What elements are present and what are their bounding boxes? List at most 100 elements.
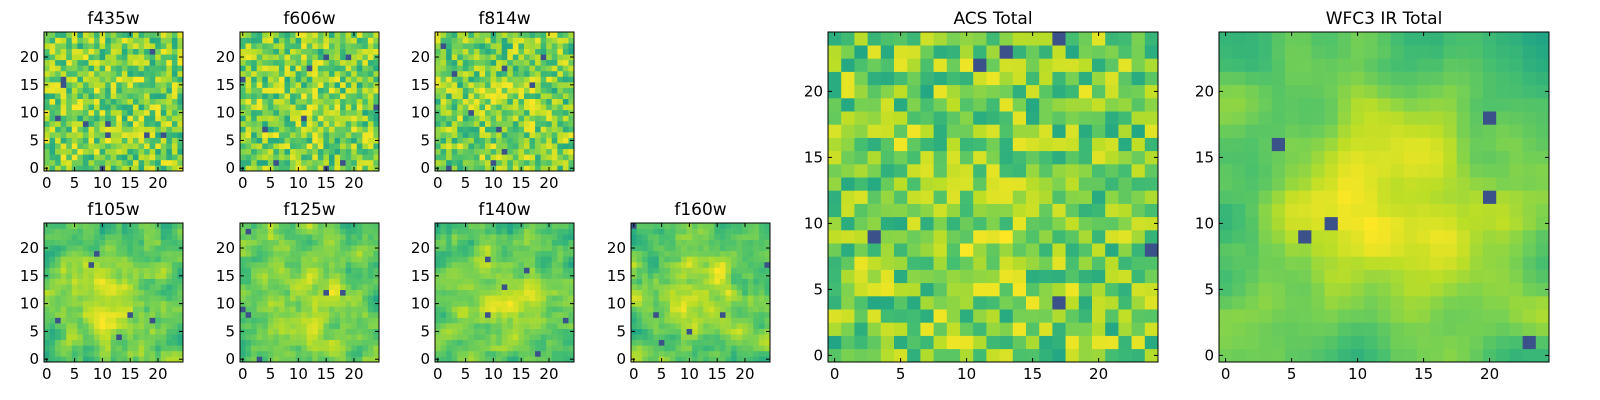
heatmap-cell: [66, 32, 73, 38]
heatmap-cell: [99, 306, 106, 313]
heatmap-cell: [160, 109, 167, 116]
heatmap-cell: [166, 228, 173, 235]
heatmap-cell: [681, 228, 687, 235]
heatmap-cell: [1078, 282, 1093, 297]
heatmap-cell: [160, 284, 167, 291]
heatmap-cell: [306, 43, 313, 49]
y-tick-label: 10: [411, 295, 430, 313]
heatmap-cell: [267, 306, 274, 313]
heatmap-cell: [664, 300, 671, 307]
heatmap-cell: [66, 76, 73, 83]
heatmap-cell: [440, 165, 447, 172]
heatmap-cell: [155, 148, 162, 155]
heatmap-cell: [664, 273, 671, 279]
heatmap-cell: [144, 76, 150, 83]
heatmap-cell: [110, 148, 117, 155]
heatmap-cell: [747, 239, 754, 246]
heatmap-cell: [753, 295, 760, 302]
heatmap-cell: [440, 228, 447, 235]
heatmap-cell: [1039, 190, 1053, 204]
heatmap-cell: [245, 54, 252, 61]
heatmap-cell: [473, 273, 480, 279]
heatmap-cell: [986, 282, 1000, 297]
heatmap-cell: [121, 93, 128, 100]
heatmap-cell: [60, 76, 67, 83]
heatmap-cell: [828, 335, 842, 350]
heatmap-cell: [301, 300, 308, 307]
heatmap-cell: [88, 126, 95, 133]
heatmap-cell: [933, 282, 948, 297]
heatmap-cell: [999, 256, 1014, 270]
heatmap-cell: [507, 59, 514, 66]
heatmap-cell: [669, 334, 676, 341]
heatmap-cell: [468, 334, 475, 341]
heatmap-cell: [144, 267, 150, 274]
heatmap-cell: [132, 250, 139, 257]
heatmap-cell: [523, 126, 530, 133]
heatmap-cell: [44, 115, 50, 122]
heatmap-cell: [1012, 230, 1027, 244]
x-tick-label: 10: [93, 174, 112, 192]
heatmap-cell: [328, 339, 335, 346]
heatmap-cell: [177, 278, 184, 285]
heatmap-cell: [367, 306, 374, 313]
heatmap-cell: [94, 273, 100, 279]
heatmap-cell: [251, 334, 257, 341]
heatmap-cell: [278, 120, 285, 127]
heatmap-cell: [132, 323, 139, 329]
heatmap-cell: [345, 239, 352, 246]
heatmap-cell: [462, 59, 469, 66]
heatmap-cell: [110, 339, 117, 346]
heatmap-cell: [340, 239, 346, 246]
heatmap-cell: [479, 239, 486, 246]
heatmap-cell: [127, 261, 134, 268]
heatmap-cell: [94, 311, 100, 318]
heatmap-cell: [841, 243, 855, 257]
heatmap-cell: [66, 323, 73, 329]
heatmap-cell: [468, 165, 475, 172]
heatmap-cell: [462, 143, 469, 150]
heatmap-cell: [440, 143, 447, 150]
heatmap-cell: [149, 87, 156, 94]
heatmap-cell: [692, 339, 699, 346]
heatmap-cell: [485, 278, 491, 285]
heatmap-cell: [490, 54, 497, 61]
heatmap-cell: [110, 59, 117, 66]
heatmap-cell: [642, 223, 648, 229]
heatmap-cell: [742, 278, 749, 285]
heatmap-cell: [731, 273, 737, 279]
heatmap-cell: [647, 345, 654, 352]
heatmap-cell: [362, 256, 369, 263]
heatmap-cell: [435, 261, 441, 268]
heatmap-cell: [692, 245, 699, 252]
heatmap-cell: [719, 328, 726, 335]
heatmap-cell: [907, 164, 921, 178]
heatmap-cell: [99, 137, 106, 144]
heatmap-cell: [642, 295, 648, 302]
heatmap-cell: [496, 82, 503, 88]
heatmap-cell: [1144, 216, 1159, 231]
heatmap-cell: [1039, 296, 1053, 310]
heatmap-cell: [490, 289, 497, 296]
heatmap-cell: [714, 345, 721, 352]
heatmap-cell: [160, 148, 167, 155]
heatmap-cell: [451, 278, 458, 285]
heatmap-cell: [121, 159, 128, 166]
heatmap-cell: [351, 350, 358, 357]
heatmap-cell: [697, 234, 704, 240]
heatmap-cell: [317, 59, 324, 66]
heatmap-cell: [66, 54, 73, 61]
heatmap-cell: [88, 317, 95, 324]
heatmap-cell: [149, 43, 156, 49]
heatmap-cell: [551, 82, 558, 88]
heatmap-cell: [736, 245, 743, 252]
heatmap-cell: [507, 37, 514, 44]
heatmap-cell: [473, 143, 480, 150]
heatmap-cell: [529, 104, 536, 111]
heatmap-cell: [501, 223, 508, 229]
y-tick-label: 10: [216, 295, 235, 313]
heatmap-cell: [60, 159, 67, 166]
heatmap-cell: [110, 48, 117, 55]
heatmap-cell: [468, 245, 475, 252]
heatmap-cell: [44, 120, 50, 127]
